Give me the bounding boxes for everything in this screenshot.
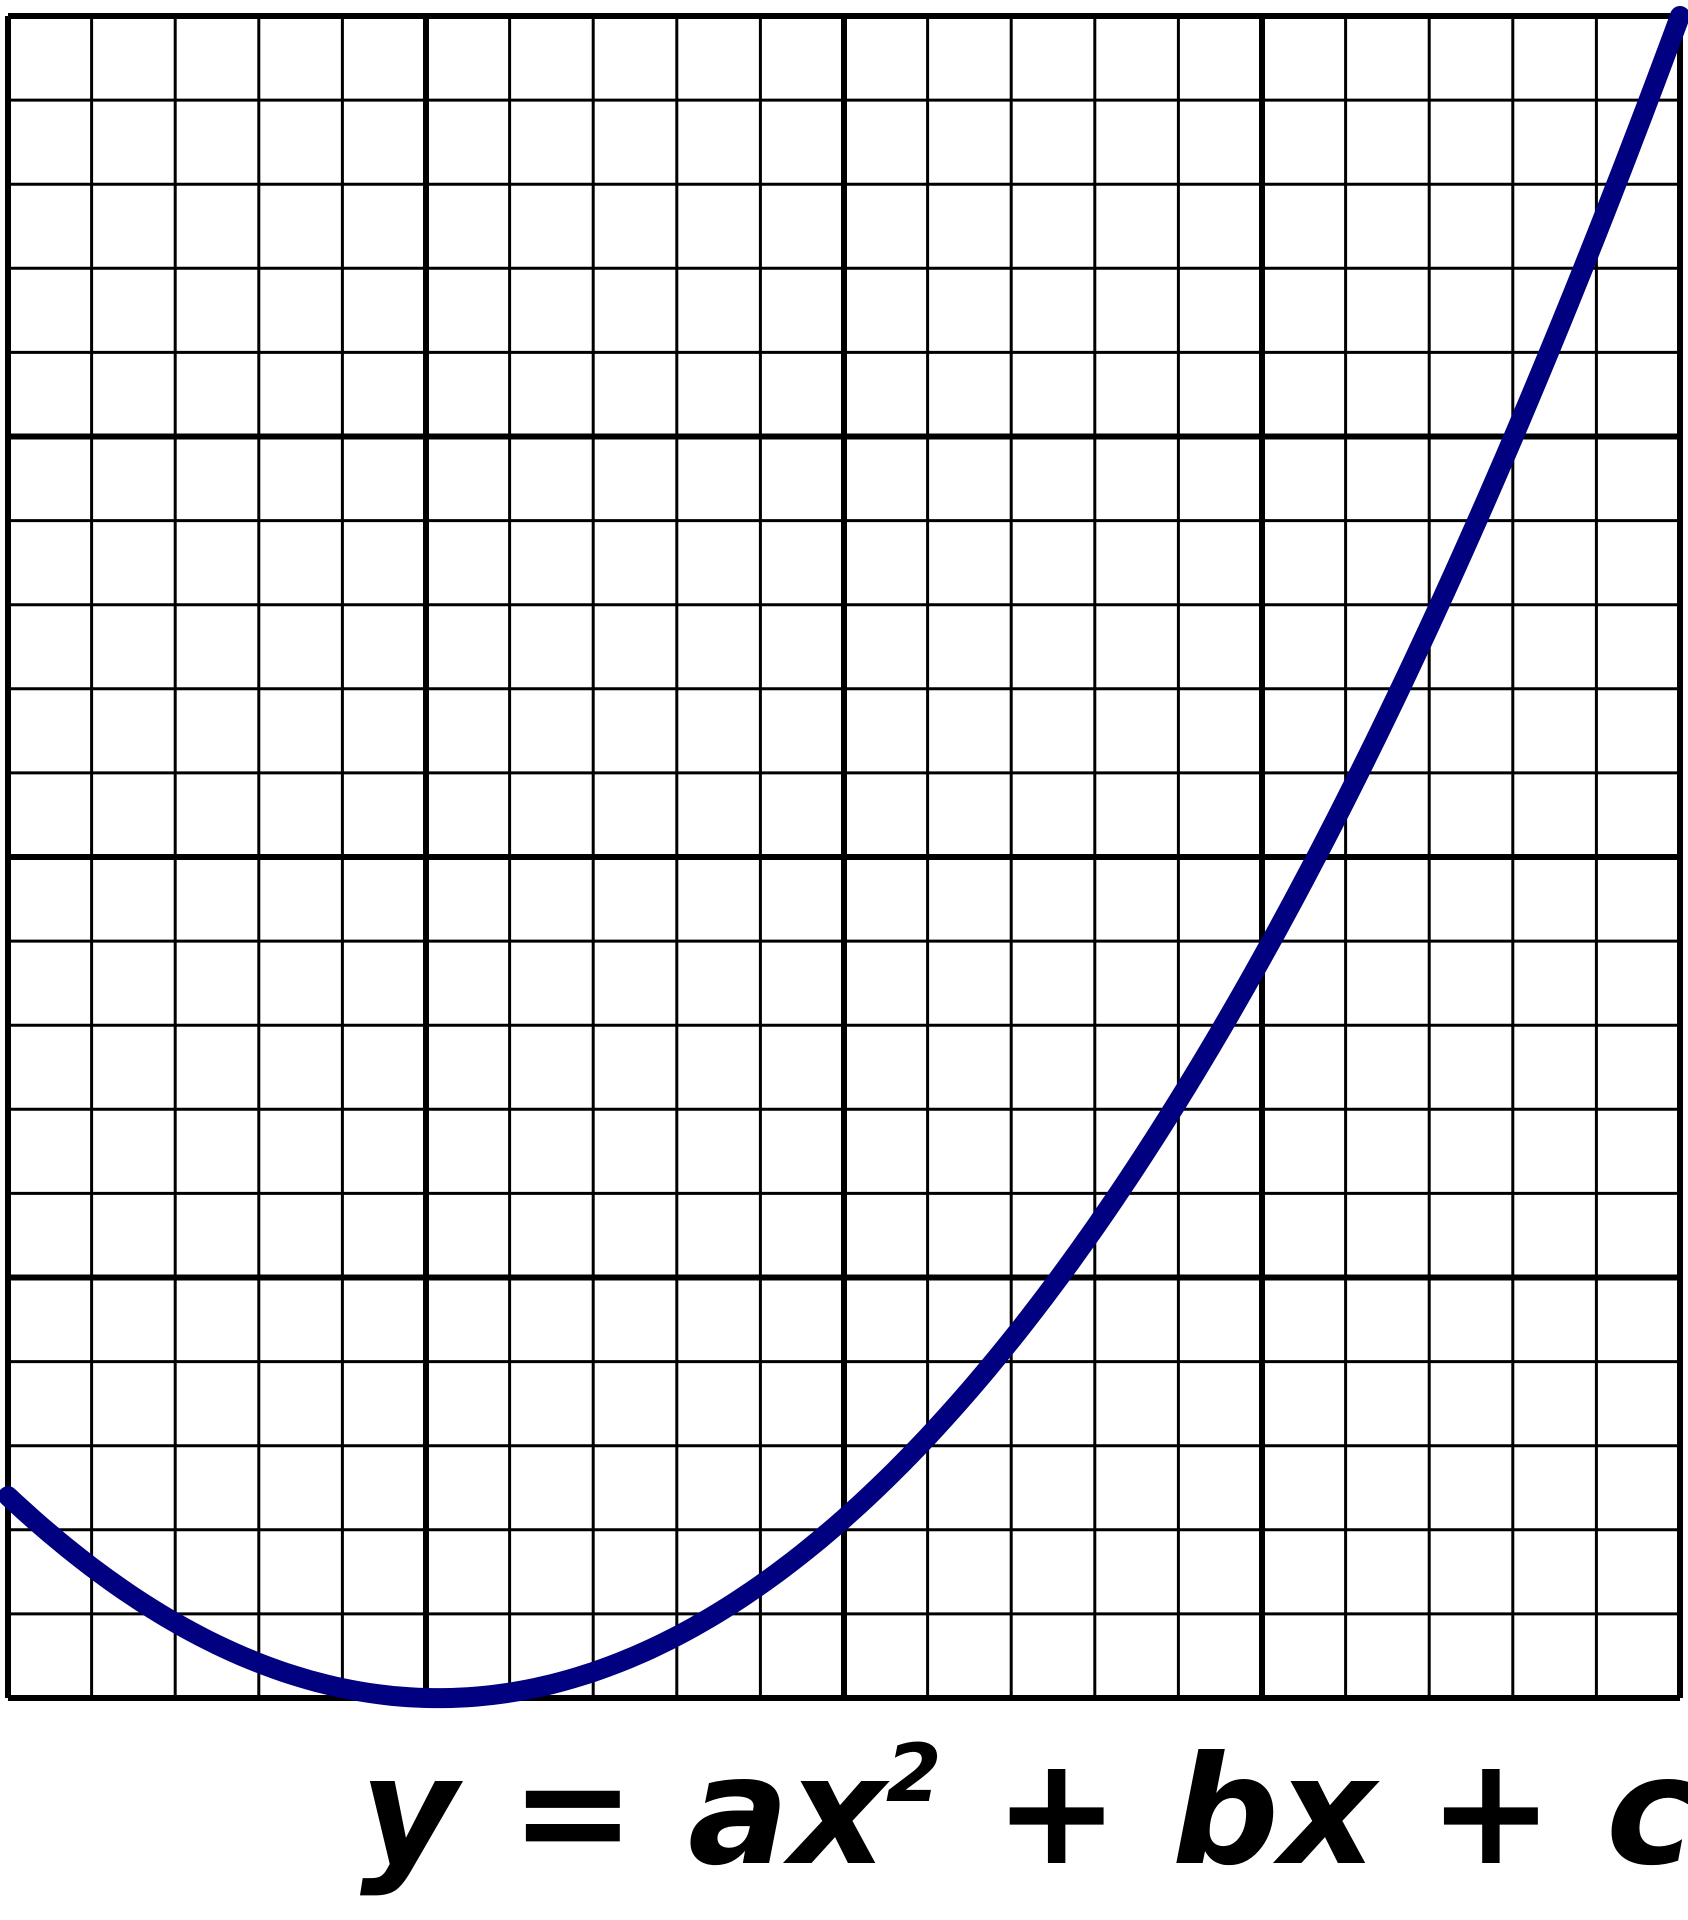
equation-caption: y = ax2 + bx + c (360, 1732, 1688, 1892)
equation-c: + c (1375, 1725, 1688, 1899)
equation-bx: + bx (941, 1725, 1376, 1899)
equation-exponent: 2 (885, 1727, 942, 1820)
equation-y: y (360, 1725, 458, 1899)
parabola-curve (0, 6, 1688, 1709)
parabola-chart (0, 6, 1688, 1709)
major-grid (5, 13, 1683, 1701)
equation-equals: = (457, 1725, 688, 1899)
equation-ax: ax (687, 1725, 886, 1899)
